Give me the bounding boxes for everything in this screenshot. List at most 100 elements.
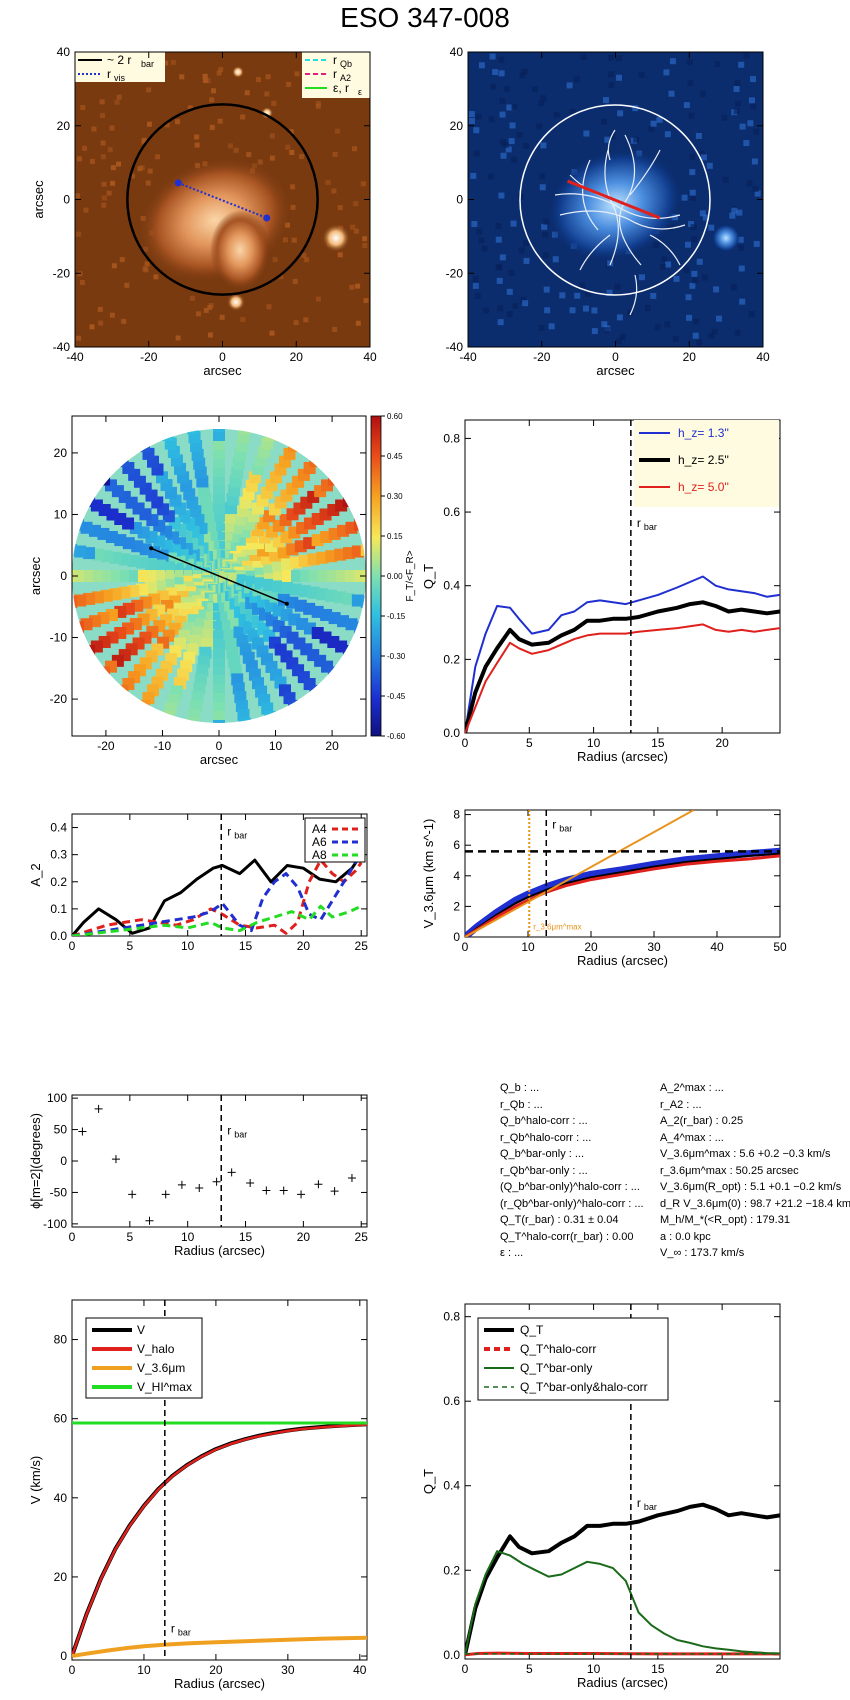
noise-pixel [269,133,275,139]
noise-pixel [304,257,310,263]
map-cell [127,554,140,567]
y-tick-label: -50 [50,1185,68,1199]
noise-pixel [91,126,97,132]
noise-pixel [566,82,573,89]
x-axis-label: Radius (arcsec) [174,1676,265,1691]
noise-pixel [540,95,547,102]
map-cell [360,596,366,609]
noise-pixel [632,105,639,112]
noise-pixel [334,128,340,134]
x-tick-label: 5 [126,1230,133,1244]
noise-pixel [107,147,113,153]
noise-pixel [601,118,608,125]
noise-pixel [303,317,309,323]
noise-pixel [500,139,507,146]
noise-pixel [569,108,576,115]
noise-pixel [687,221,694,228]
noise-pixel [714,61,721,68]
y-tick-label: 10 [54,507,68,521]
map-cell [116,455,129,468]
x-tick-label: 20 [297,1230,311,1244]
noise-pixel [617,110,624,117]
qt-corrections-panel: 0 5 10 15 20 0.0 0.2 0.4 0.6 0.8 Radius (arcsec) Q_… [421,1303,781,1690]
x-tick-label: 0 [216,739,223,753]
map-cell [327,473,340,486]
noise-pixel [585,290,592,297]
x-tick-label: -10 [154,739,172,753]
legend-v: V [137,1323,145,1337]
noise-pixel [114,99,120,105]
map-cell [98,666,111,679]
noise-pixel [163,60,169,66]
noise-pixel [495,222,502,229]
map-cell [122,517,135,530]
noise-pixel [664,321,671,328]
noise-pixel [753,240,760,247]
noise-pixel [689,189,696,196]
y-tick-label: -20 [446,266,464,280]
noise-pixel [693,318,700,325]
noise-pixel [79,279,85,285]
noise-pixel [77,271,83,277]
legend-rvis: r [107,67,111,81]
noise-pixel [743,52,750,59]
noise-pixel [496,277,503,284]
rbar-label: r [637,1496,641,1510]
noise-pixel [734,329,741,336]
plot-area [465,1502,780,1657]
noise-pixel [536,123,543,130]
noise-pixel [616,314,623,321]
noise-pixel [510,220,517,227]
noise-pixel [739,123,746,130]
x-tick-label: 40 [363,350,377,364]
y-tick-label: 0.6 [443,1394,460,1408]
noise-pixel [170,59,176,65]
noise-pixel [285,144,291,150]
map-cell [342,495,355,507]
noise-pixel [738,61,745,68]
x-tick-label: 20 [290,350,304,364]
noise-pixel [751,158,758,165]
x-tick-label: 5 [526,1662,533,1676]
noise-pixel [753,128,760,135]
rotation-model-panel: 0 10 20 30 40 0 20 40 60 80 Radius (arcsec) V (km/s… [28,1299,368,1691]
x-tick-label: 20 [715,736,729,750]
data-point [246,1179,255,1187]
data-point [195,1184,204,1193]
data-point [279,1186,288,1195]
noise-pixel [509,122,516,129]
noise-pixel [654,324,661,331]
x-tick-label: 40 [353,1663,367,1677]
plot-frame [464,1303,781,1660]
data-point [128,1190,137,1199]
noise-pixel [681,194,688,201]
noise-pixel [604,136,611,143]
y-tick-label: 80 [54,1333,68,1347]
noise-pixel [474,293,481,300]
noise-pixel [544,307,551,314]
noise-pixel [650,292,657,299]
param-qb-bar-only: Q_b^bar-only : ... [500,1148,585,1160]
y-tick-label: 0.4 [50,821,67,835]
noise-pixel [325,179,331,185]
y-axis-label: Q_T [421,564,436,589]
param-a2max: A_2^max : ... [660,1082,724,1094]
noise-pixel [638,71,645,78]
noise-pixel [350,224,356,230]
noise-pixel [738,244,745,251]
noise-pixel [538,324,545,331]
noise-pixel [121,318,127,324]
map-cell [138,440,150,453]
map-cell [161,429,174,442]
noise-pixel [733,86,740,93]
noise-pixel [616,74,623,81]
noise-pixel [278,274,284,280]
data-point [347,1173,356,1182]
noise-pixel [489,53,496,60]
noise-pixel [748,97,755,104]
noise-pixel [175,335,181,341]
y-axis-label: A_2 [28,863,43,886]
map-cell [72,518,85,531]
x-tick-label: 20 [209,1663,223,1677]
rbar-label-sub: bar [559,823,572,833]
